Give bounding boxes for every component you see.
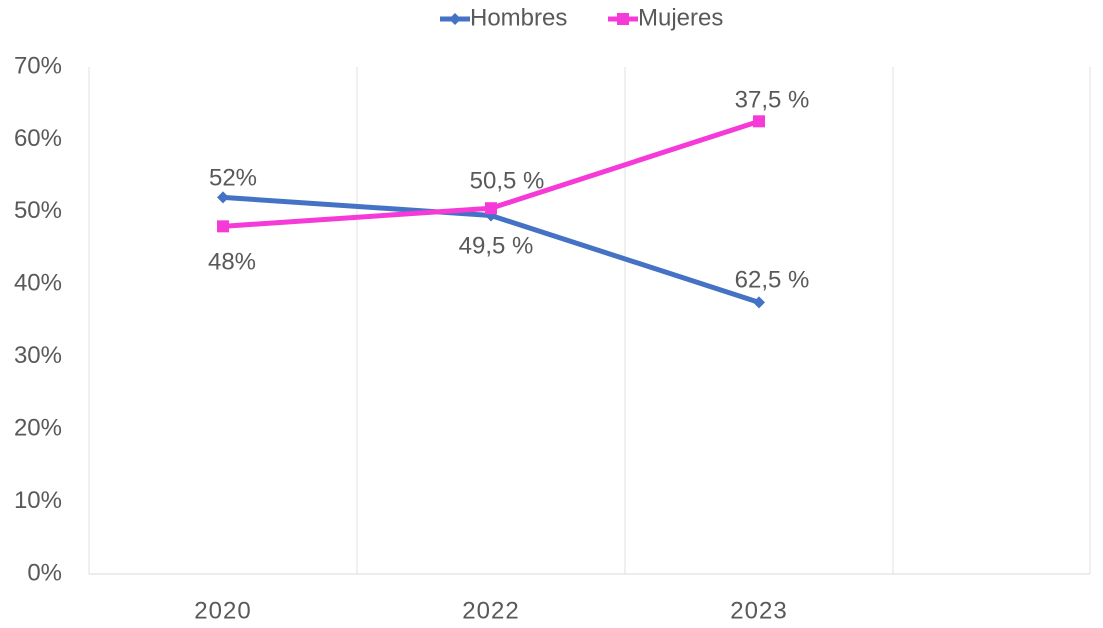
marker xyxy=(753,115,765,128)
x-tick-label: 2022 xyxy=(462,597,519,624)
marker xyxy=(753,296,765,309)
y-tick-label: 40% xyxy=(14,270,62,297)
annotation: 50,5 % xyxy=(470,167,545,194)
annotation: 49,5 % xyxy=(459,232,534,259)
annotation: 48% xyxy=(208,248,256,275)
y-tick-label: 10% xyxy=(14,487,62,514)
legend-label: Hombres xyxy=(470,4,567,31)
annotation: 37,5 % xyxy=(735,86,810,113)
y-tick-label: 0% xyxy=(27,559,62,586)
annotation: 62,5 % xyxy=(735,266,810,293)
annotation: 52% xyxy=(209,164,257,191)
legend-marker xyxy=(449,13,461,25)
marker xyxy=(217,191,229,204)
x-tick-label: 2020 xyxy=(194,597,251,624)
y-tick-label: 70% xyxy=(14,52,62,79)
legend-label: Mujeres xyxy=(638,4,723,31)
y-tick-label: 30% xyxy=(14,342,62,369)
x-tick-label: 2023 xyxy=(730,597,787,624)
legend-marker xyxy=(617,13,629,25)
y-tick-label: 20% xyxy=(14,414,62,441)
y-tick-label: 50% xyxy=(14,197,62,224)
marker xyxy=(485,202,497,215)
y-tick-label: 60% xyxy=(14,125,62,152)
marker xyxy=(217,220,229,233)
